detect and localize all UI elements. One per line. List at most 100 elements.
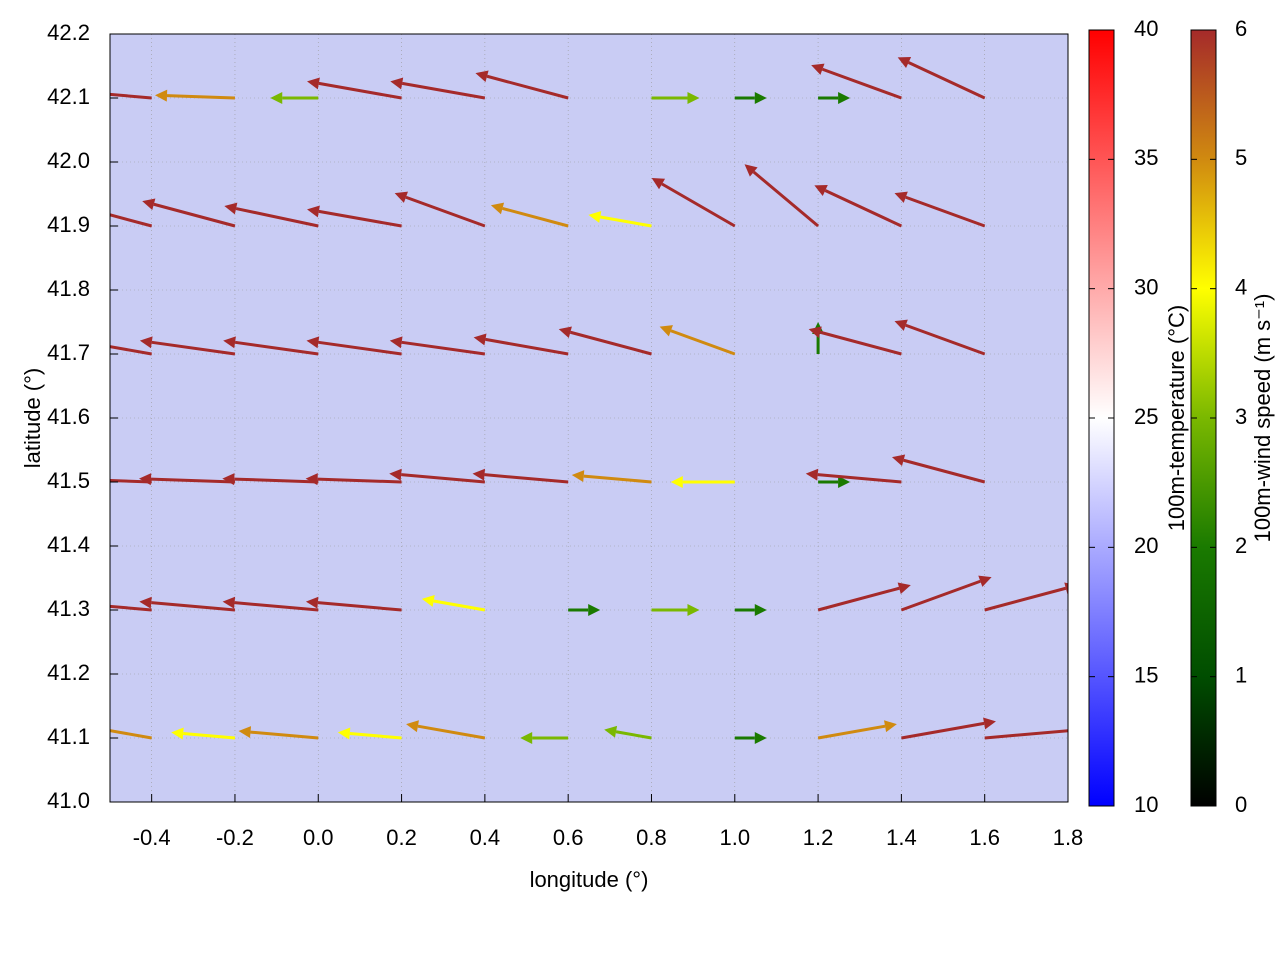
colorbar-tick-label: 1 [1235,662,1247,687]
wind-arrow [421,595,486,612]
arrow-head [1067,724,1068,727]
arrow-shaft [615,730,652,740]
wind-arrow [110,729,152,740]
arrow-head [838,92,851,104]
wind-arrow [394,191,486,228]
arrow-head [1064,582,1068,595]
wind-arrow [110,213,153,228]
wind-arrow [238,726,319,740]
arrow-shaft [110,604,152,612]
wind-arrow [604,725,652,740]
arrow-head [406,720,419,733]
arrow-head [490,202,505,215]
arrow-shaft [401,340,486,356]
arrow-head [171,727,184,740]
wind-arrow [651,92,700,104]
wind-arrow [224,202,319,228]
wind-arrow [473,333,569,356]
arrow-head [571,470,585,483]
y-tick-label: 41.1 [47,724,90,749]
arrow-head [891,454,906,467]
wind-arrow [900,575,992,612]
temperature-field [110,34,1068,802]
colorbar-tick-label: 40 [1134,16,1158,41]
arrow-head [337,727,351,740]
arrow-head [838,476,851,488]
arrow-head [897,57,912,68]
arrow-shaft [661,182,736,228]
plot-area [110,34,1068,802]
arrow-head [139,596,152,609]
arrow-shaft [824,189,903,228]
arrow-head [223,336,236,349]
colorbar-tick-label: 2 [1235,533,1247,558]
arrow-shaft [905,195,986,228]
arrow-shaft [110,213,153,228]
x-tick-label: -0.2 [216,825,254,850]
arrow-head [894,319,908,331]
arrow-head [983,717,996,730]
arrow-shaft [901,721,985,740]
wind-arrow [389,336,486,356]
arrow-shaft [317,477,402,484]
wind-arrow [811,63,902,100]
x-tick-label: 0.6 [553,825,584,850]
wind-arrow [734,732,767,744]
arrow-shaft [670,329,736,356]
arrow-shaft [401,473,486,484]
wind-arrow [139,336,236,356]
arrow-shaft [903,458,986,484]
arrow-shaft [900,579,981,612]
wind-arrow [270,92,319,104]
wind-arrow [222,596,319,612]
x-axis-label: longitude (°) [530,867,649,892]
arrow-head [139,473,152,486]
arrow-shaft [417,724,486,740]
x-tick-label: 0.2 [386,825,417,850]
arrow-shaft [502,206,569,228]
y-tick-label: 41.6 [47,404,90,429]
arrow-head [270,92,283,104]
arrow-shaft [318,81,402,100]
arrow-shaft [317,601,402,612]
arrow-head [222,473,235,486]
wind-arrow [222,473,319,486]
y-tick-label: 41.0 [47,788,90,813]
arrow-shaft [234,477,319,484]
x-tick-label: 1.4 [886,825,917,850]
wind-arrow [818,92,851,104]
arrow-head [659,325,673,337]
arrow-head [307,77,320,90]
wind-arrow [734,604,767,616]
arrow-shaft [984,586,1067,612]
y-tick-label: 41.2 [47,660,90,685]
arrow-head [897,582,911,595]
wind-arrow [110,479,152,484]
arrow-head [754,604,767,616]
arrow-head [222,596,236,609]
wind-arrow [406,720,486,740]
colorbar-tick-label: 0 [1235,792,1247,817]
arrow-shaft [405,195,486,228]
wind-arrow [110,604,152,612]
wind-arrow [651,604,700,616]
wind-arrow [305,596,402,612]
arrow-head [687,92,700,104]
arrow-shaft [235,207,319,228]
arrow-shaft [817,473,902,484]
wind-arrow [139,596,236,612]
wind-arrow [389,468,486,484]
wind-arrow [814,185,903,228]
wind-arrow [475,70,569,100]
wind-arrow [897,57,986,100]
colorbar-tick-label: 3 [1235,404,1247,429]
wind-arrow [142,198,236,228]
colorbar-tick-label: 6 [1235,16,1247,41]
arrow-shaft [250,730,319,740]
arrow-head [884,720,897,733]
arrow-head [238,726,252,739]
wind-arrow [568,604,601,616]
x-tick-label: 0.4 [470,825,501,850]
x-tick-label: 1.6 [969,825,1000,850]
wind-arrow [744,164,820,228]
